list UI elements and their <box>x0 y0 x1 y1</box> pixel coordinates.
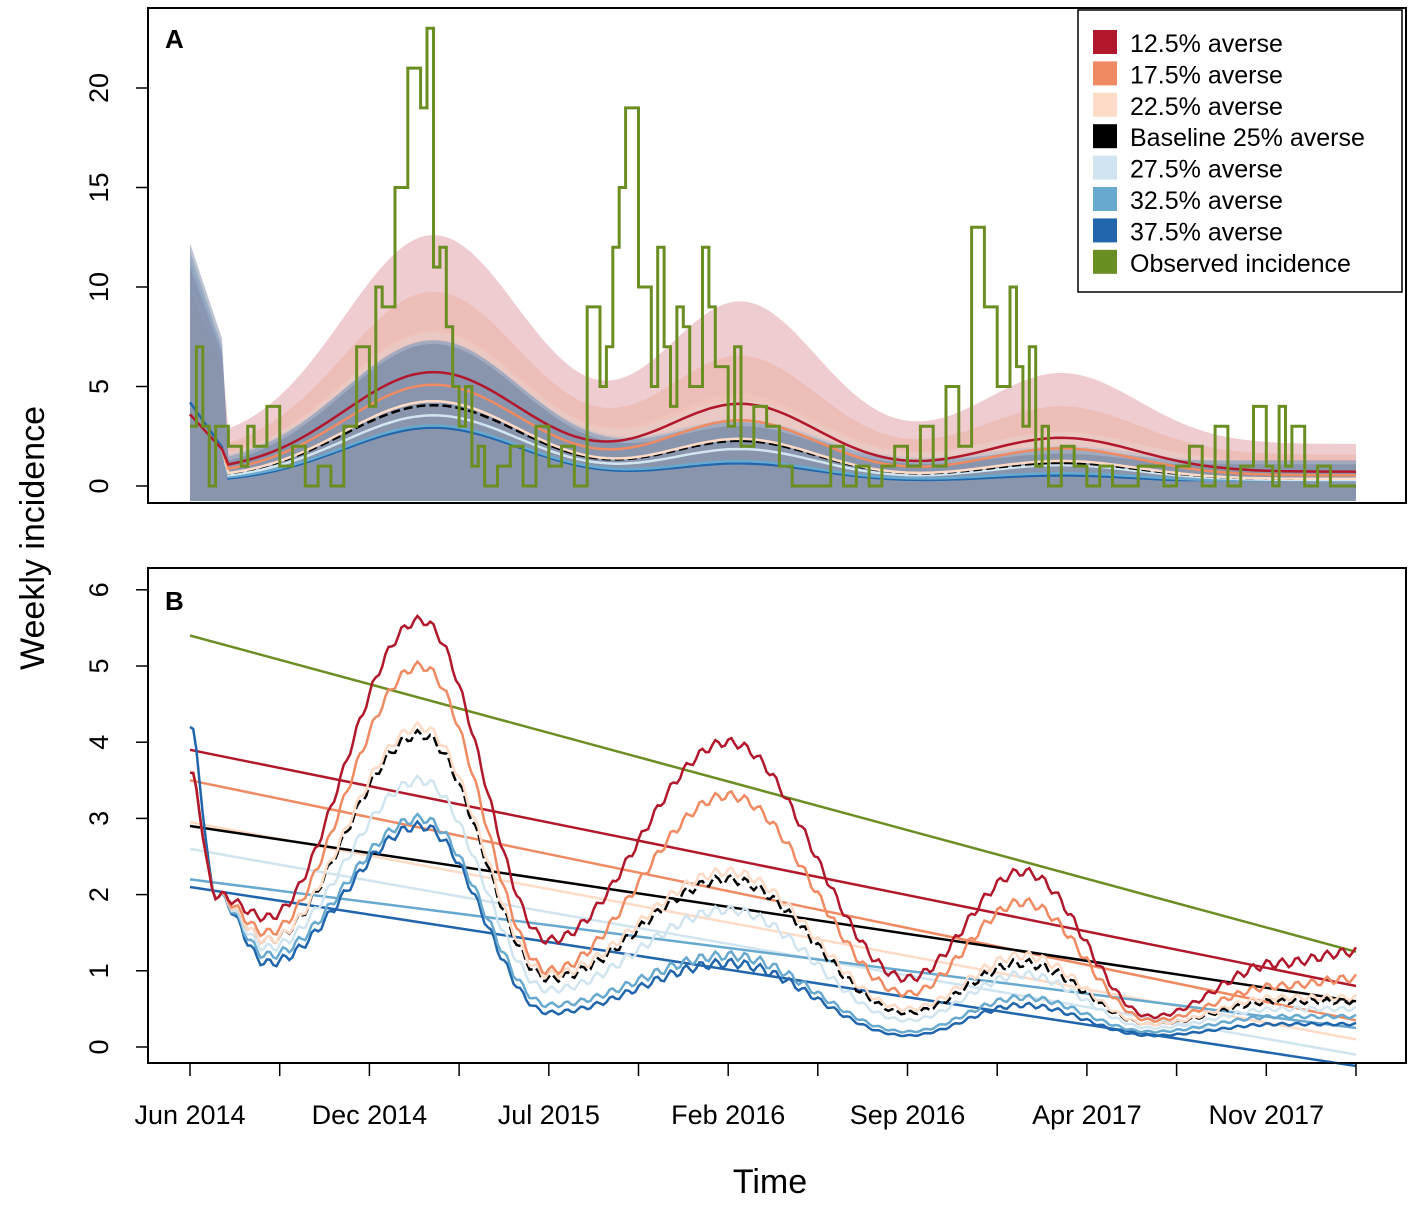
x-tick-label-feb-2016: Feb 2016 <box>671 1100 785 1130</box>
y-tick-label-a: 5 <box>84 379 114 394</box>
line-a-observed-incidence <box>190 26 1356 488</box>
line-a-22-5-averse <box>189 399 1356 481</box>
legend-label-observed-incidence: Observed incidence <box>1130 250 1351 278</box>
legend-label-32-5-averse: 32.5% averse <box>1130 187 1283 215</box>
legend-label-17-5-averse: 17.5% averse <box>1130 61 1283 89</box>
trend-27-5-averse <box>189 847 1357 1056</box>
band-overlap <box>190 243 1356 501</box>
line-b-12-5-averse <box>189 614 1358 1020</box>
panel-b-trend-lines <box>189 634 1357 1068</box>
band-27-5-averse <box>190 275 1356 501</box>
y-tick-label-a: 0 <box>84 478 114 493</box>
line-b-22-5-averse <box>189 720 1357 1027</box>
y-tick-label-b: 3 <box>84 811 114 826</box>
band-22-5-averse <box>190 298 1356 501</box>
trend-observed-incidence <box>189 634 1357 954</box>
legend-label-22-5-averse: 22.5% averse <box>1130 93 1283 121</box>
y-tick-label-b: 4 <box>84 735 114 750</box>
trend-12-5-averse <box>189 748 1357 988</box>
legend-swatch-22-5-averse <box>1093 92 1117 117</box>
y-tick-label-b: 2 <box>84 887 114 902</box>
legend-swatch-27-5-averse <box>1093 155 1117 180</box>
trend-17-5-averse <box>189 779 1357 1022</box>
x-tick-label-sep-2016: Sep 2016 <box>850 1100 966 1130</box>
line-a-12-5-averse <box>189 370 1357 473</box>
panel-a-letter: A <box>165 24 184 54</box>
x-tick-label-nov-2017: Nov 2017 <box>1209 1100 1325 1130</box>
line-b-27-5-averse <box>189 771 1357 1031</box>
legend-swatch-32-5-averse <box>1093 187 1117 211</box>
x-tick-label-jun-2014: Jun 2014 <box>134 1100 245 1130</box>
line-a-37-5-averse <box>188 401 1356 482</box>
band-37-5-averse <box>190 251 1356 501</box>
panel-b-y-axis: 0 1 2 3 4 5 6 <box>84 582 149 1055</box>
y-tick-label-a: 10 <box>84 272 114 302</box>
legend-swatch-17-5-averse <box>1093 61 1117 86</box>
panel-b-series-lines <box>189 614 1358 1038</box>
legend-swatch-12-5-averse <box>1093 30 1117 54</box>
trend-32-5-averse <box>189 878 1357 1030</box>
panel-b: 0 1 2 3 4 5 6 B <box>84 567 1407 1068</box>
panel-a-series-lines <box>188 26 1357 488</box>
legend-label-27-5-averse: 27.5% averse <box>1130 156 1283 184</box>
legend: 12.5% averse 17.5% averse 22.5% averse Base… <box>1077 9 1403 293</box>
x-axis: Jun 2014 Dec 2014 Jul 2015 Feb 2016 Sep 2016… <box>134 1062 1357 1130</box>
panel-b-letter: B <box>165 586 184 616</box>
legend-swatch-baseline-25-averse <box>1093 124 1117 149</box>
legend-label-12-5-averse: 12.5% averse <box>1130 30 1283 58</box>
trend-baseline-25-averse <box>189 824 1357 1003</box>
x-tick-label-jul-2015: Jul 2015 <box>498 1100 600 1130</box>
y-tick-label-b: 1 <box>84 963 114 978</box>
line-a-32-5-averse <box>189 413 1356 482</box>
line-a-27-5-averse <box>189 413 1356 482</box>
y-tick-label-a: 15 <box>84 172 114 202</box>
trend-37-5-averse <box>189 885 1357 1068</box>
x-tick-label-dec-2014: Dec 2014 <box>312 1100 428 1130</box>
legend-label-baseline-25-averse: Baseline 25% averse <box>1130 124 1365 152</box>
line-b-32-5-averse <box>189 771 1357 1034</box>
legend-frame <box>1077 9 1403 293</box>
y-tick-label-a: 20 <box>84 73 114 103</box>
line-b-37-5-averse <box>189 725 1357 1038</box>
legend-label-37-5-averse: 37.5% averse <box>1130 218 1283 246</box>
y-tick-label-b: 0 <box>84 1039 114 1054</box>
x-tick-label-apr-2017: Apr 2017 <box>1032 1100 1142 1130</box>
y-tick-label-b: 6 <box>84 582 114 597</box>
line-b-17-5-averse <box>189 659 1357 1024</box>
legend-swatch-37-5-averse <box>1093 218 1117 243</box>
x-axis-title: Time <box>733 1163 807 1201</box>
band-32-5-averse <box>190 259 1356 501</box>
legend-swatch-observed-incidence <box>1093 249 1117 274</box>
y-axis-title: Weekly incidence <box>14 406 52 670</box>
y-tick-label-b: 5 <box>84 658 114 673</box>
panel-a-y-axis: 0 5 10 15 20 <box>84 73 149 494</box>
